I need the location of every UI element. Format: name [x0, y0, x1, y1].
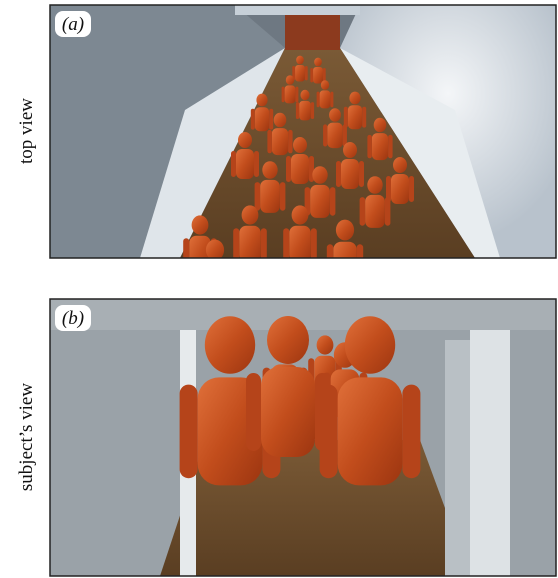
panel-label: (b) [62, 308, 84, 329]
figure-shape [260, 180, 280, 213]
figure-shape [312, 166, 327, 184]
figure-shape [311, 228, 317, 259]
figure-shape [388, 135, 393, 158]
figure-shape [197, 264, 204, 298]
figure-shape [323, 68, 326, 82]
figure-shape [256, 94, 267, 107]
figure-shape [242, 205, 259, 224]
figure-shape [300, 90, 309, 100]
figure-shape [296, 56, 304, 65]
figure-shape [315, 373, 330, 451]
figure-shape [320, 90, 331, 108]
figure-shape [251, 109, 255, 130]
figure-shape [296, 102, 299, 119]
figure-shape [360, 197, 366, 226]
figure-shape [327, 123, 342, 148]
side-label: subject’s view [16, 383, 37, 491]
figure-shape [305, 66, 308, 80]
figure-shape [261, 228, 267, 259]
figure-shape [374, 118, 387, 132]
figure-shape [357, 244, 364, 278]
panel-a-image [50, 5, 556, 301]
figure-shape [233, 228, 239, 259]
figure-shape [317, 92, 320, 108]
figure-shape [205, 316, 255, 374]
figure-shape [323, 124, 327, 146]
figure-shape [255, 107, 269, 131]
figure-shape [285, 85, 296, 103]
figure-shape [372, 133, 388, 160]
figure-shape [345, 316, 395, 374]
figure-shape [362, 107, 366, 128]
figure-shape [255, 182, 261, 211]
figure-shape [330, 187, 336, 216]
panel-label: (a) [62, 14, 84, 35]
figure-shape [314, 58, 322, 67]
figure-shape [267, 316, 309, 364]
figure-shape [317, 335, 334, 354]
figure-shape [299, 101, 311, 121]
figure-shape [288, 130, 293, 153]
figure-shape [295, 87, 298, 103]
figure-shape [359, 161, 364, 187]
figure-shape [261, 367, 315, 457]
figure-shape [286, 75, 294, 85]
figure-shape [313, 67, 323, 84]
figure-shape [310, 68, 313, 82]
figure-shape [327, 244, 334, 278]
figure-shape [329, 108, 341, 122]
figure-shape [365, 195, 385, 228]
figure-shape [272, 128, 288, 155]
figure-shape [367, 135, 372, 158]
figure-shape [192, 215, 209, 234]
figure-shape [348, 105, 362, 129]
figure-shape [341, 159, 359, 189]
figure-shape [367, 176, 382, 194]
figure-shape [343, 124, 347, 146]
figure-shape [330, 92, 333, 108]
figure-shape [409, 176, 414, 202]
figure-shape [293, 137, 307, 153]
figure-shape [274, 113, 287, 127]
figure-shape [336, 161, 341, 187]
figure-shape [267, 130, 272, 153]
panel-b-image [50, 299, 556, 576]
figure-shape [338, 377, 403, 485]
figure-shape [336, 220, 354, 241]
figure-shape [286, 156, 291, 182]
figure-shape [333, 242, 356, 281]
figure-shape [236, 149, 254, 179]
figure-shape [321, 80, 329, 90]
figure-shape [227, 264, 234, 298]
figure-shape [203, 262, 226, 301]
figure-shape [349, 92, 360, 105]
figure-shape [269, 109, 273, 130]
figure-shape [391, 174, 409, 204]
figure-shape [280, 182, 286, 211]
figure-shape [310, 185, 330, 218]
figure-shape [262, 161, 277, 179]
figure-shape [283, 228, 289, 259]
figure-shape [393, 157, 407, 173]
figure-shape [254, 151, 259, 177]
side-label: top view [16, 98, 37, 164]
figure-shape [291, 154, 309, 184]
figure-shape [183, 238, 189, 269]
figure-shape [180, 385, 198, 479]
figure-shape [246, 373, 261, 451]
figure-shape [402, 385, 420, 479]
figure-shape [289, 226, 311, 262]
figure-shape [239, 226, 261, 262]
figure-shape [343, 142, 357, 158]
figure: (a) top view (b) subject’s view [0, 0, 558, 578]
figure-shape [231, 151, 236, 177]
page: (a) top view (b) subject’s view (() => {… [0, 0, 558, 578]
figure-shape [311, 102, 314, 119]
figure-shape [282, 87, 285, 103]
figure-shape [238, 132, 252, 148]
figure-shape [385, 197, 391, 226]
figure-shape [295, 65, 305, 82]
figure-shape [292, 205, 309, 224]
